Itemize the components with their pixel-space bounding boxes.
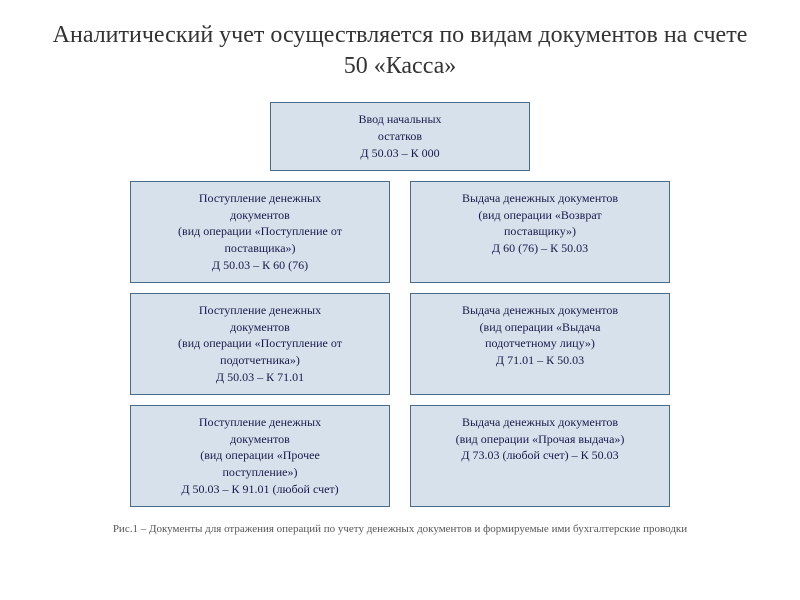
box-text: поступление») xyxy=(143,464,377,481)
right-box: Выдача денежных документов (вид операции… xyxy=(410,405,670,507)
box-text: (вид операции «Прочая выдача») xyxy=(423,431,657,448)
box-text: Д 50.03 – К 91.01 (любой счет) xyxy=(143,481,377,498)
box-text: Поступление денежных xyxy=(143,302,377,319)
box-text: Д 50.03 – К 60 (76) xyxy=(143,257,377,274)
box-text: документов xyxy=(143,319,377,336)
right-box: Выдача денежных документов (вид операции… xyxy=(410,181,670,283)
left-box: Поступление денежных документов (вид опе… xyxy=(130,405,390,507)
box-text: (вид операции «Возврат xyxy=(423,207,657,224)
box-text: подотчетному лицу») xyxy=(423,335,657,352)
box-text: Выдача денежных документов xyxy=(423,190,657,207)
box-text: документов xyxy=(143,207,377,224)
box-text: Выдача денежных документов xyxy=(423,302,657,319)
box-text: (вид операции «Поступление от xyxy=(143,223,377,240)
left-box: Поступление денежных документов (вид опе… xyxy=(130,293,390,395)
box-text: Поступление денежных xyxy=(143,414,377,431)
box-text: поставщика») xyxy=(143,240,377,257)
box-text: остатков xyxy=(283,128,517,145)
box-text: Поступление денежных xyxy=(143,190,377,207)
box-text: Д 60 (76) – К 50.03 xyxy=(423,240,657,257)
right-box: Выдача денежных документов (вид операции… xyxy=(410,293,670,395)
box-text: поставщику») xyxy=(423,223,657,240)
box-text: документов xyxy=(143,431,377,448)
box-text: Д 73.03 (любой счет) – К 50.03 xyxy=(423,447,657,464)
diagram-row: Поступление денежных документов (вид опе… xyxy=(40,181,760,283)
box-text: Ввод начальных xyxy=(283,111,517,128)
box-text: подотчетника») xyxy=(143,352,377,369)
diagram-row: Поступление денежных документов (вид опе… xyxy=(40,293,760,395)
left-box: Поступление денежных документов (вид опе… xyxy=(130,181,390,283)
box-text: Д 71.01 – К 50.03 xyxy=(423,352,657,369)
box-text: Д 50.03 – К 71.01 xyxy=(143,369,377,386)
box-text: Выдача денежных документов xyxy=(423,414,657,431)
box-text: (вид операции «Поступление от xyxy=(143,335,377,352)
figure-caption: Рис.1 – Документы для отражения операций… xyxy=(40,522,760,536)
box-text: (вид операции «Выдача xyxy=(423,319,657,336)
page-title: Аналитический учет осуществляется по вид… xyxy=(40,20,760,82)
box-text: Д 50.03 – К 000 xyxy=(283,145,517,162)
top-box: Ввод начальных остатков Д 50.03 – К 000 xyxy=(270,102,530,170)
diagram-row: Поступление денежных документов (вид опе… xyxy=(40,405,760,507)
diagram: Ввод начальных остатков Д 50.03 – К 000 … xyxy=(40,102,760,506)
box-text: (вид операции «Прочее xyxy=(143,447,377,464)
